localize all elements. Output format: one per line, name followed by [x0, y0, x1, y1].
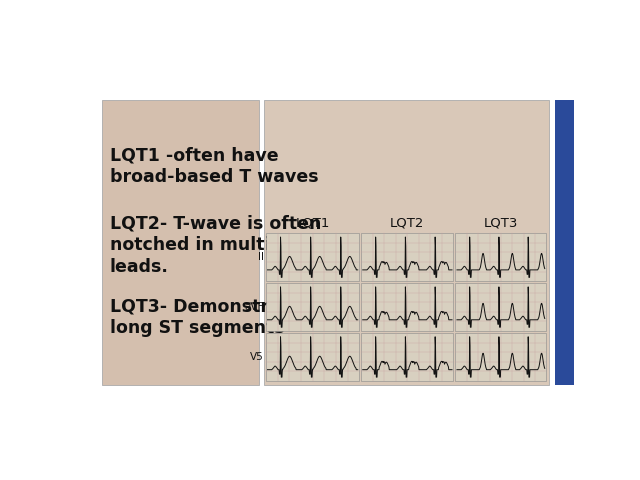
Text: V5: V5 [250, 352, 264, 362]
Text: II: II [258, 252, 264, 262]
Text: LQT2: LQT2 [390, 216, 424, 229]
FancyBboxPatch shape [361, 333, 454, 381]
Text: LQT1 -often have
broad-based T waves: LQT1 -often have broad-based T waves [110, 146, 318, 186]
Text: LQT3: LQT3 [483, 216, 518, 229]
FancyBboxPatch shape [266, 233, 359, 281]
FancyBboxPatch shape [555, 100, 574, 384]
Text: LQT1: LQT1 [296, 216, 330, 229]
Text: LQT3- Demonstrate
long ST segments: LQT3- Demonstrate long ST segments [110, 298, 301, 337]
Text: LQT2- T-wave is often
notched in multiple
leads.: LQT2- T-wave is often notched in multipl… [110, 215, 321, 276]
Text: aVF: aVF [244, 302, 264, 312]
FancyBboxPatch shape [102, 100, 259, 384]
FancyBboxPatch shape [456, 283, 547, 331]
FancyBboxPatch shape [361, 283, 454, 331]
FancyBboxPatch shape [266, 333, 359, 381]
FancyBboxPatch shape [456, 233, 547, 281]
FancyBboxPatch shape [456, 333, 547, 381]
FancyBboxPatch shape [266, 283, 359, 331]
FancyBboxPatch shape [264, 100, 548, 384]
FancyBboxPatch shape [361, 233, 454, 281]
